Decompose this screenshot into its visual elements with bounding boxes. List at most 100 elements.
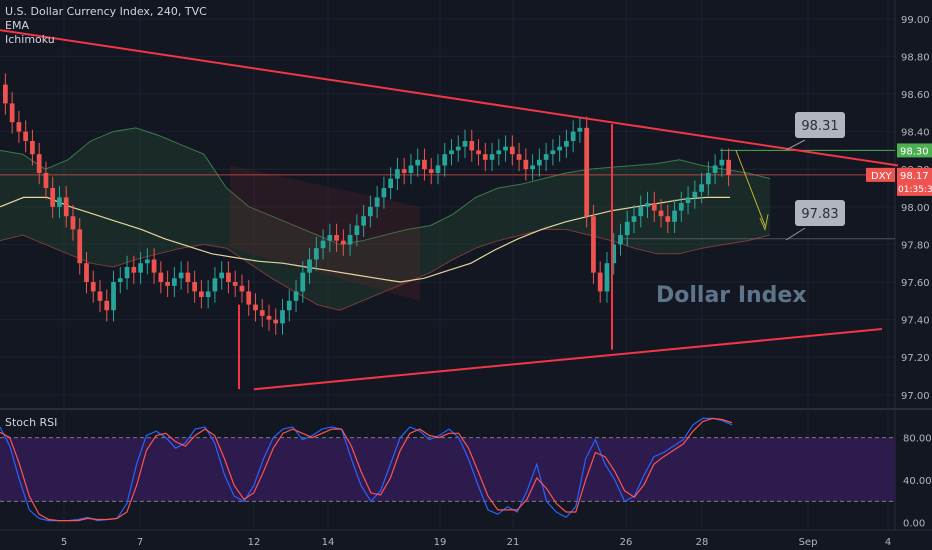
candle-body	[401, 169, 407, 173]
candle-body	[259, 310, 265, 316]
last-price-label: 98.17	[900, 171, 929, 182]
rsi-tick-label: 40.00	[903, 476, 932, 487]
candle-body	[678, 203, 684, 211]
candle-body	[368, 206, 373, 217]
stoch-rsi-label[interactable]: Stoch RSI	[5, 416, 58, 429]
candle-body	[178, 272, 184, 279]
candle-body	[293, 291, 299, 301]
ichimoku-indicator-label[interactable]: Ichimoku	[5, 33, 55, 46]
time-tick-label: 14	[322, 537, 335, 548]
candle-body	[550, 150, 556, 155]
time-tick-label: 4	[885, 537, 891, 548]
candle-body	[658, 210, 664, 217]
candle-body	[63, 197, 69, 217]
projection-arrowhead	[759, 214, 769, 232]
candle-body	[165, 282, 170, 286]
candle-body	[151, 259, 157, 273]
candle-body	[530, 165, 535, 170]
candle-body	[239, 285, 245, 292]
candle-body	[131, 266, 137, 273]
candle-body	[719, 159, 725, 166]
time-tick-label: 21	[507, 537, 520, 548]
candle-body	[253, 304, 258, 311]
candle-body	[313, 248, 319, 260]
last-price-badge	[897, 167, 932, 196]
price-callout-box	[795, 200, 845, 226]
price-callout-box	[795, 112, 845, 138]
price-tick-label: 97.40	[901, 316, 930, 327]
candle-body	[462, 141, 468, 147]
candle-body	[489, 154, 495, 160]
candle-body	[395, 169, 400, 179]
candle-body	[77, 229, 83, 264]
price-tick-label: 98.60	[901, 90, 930, 101]
time-tick-label: 12	[248, 537, 261, 548]
candle-body	[16, 122, 22, 132]
candle-body	[564, 141, 569, 147]
candle-body	[557, 146, 563, 151]
candle-body	[185, 272, 191, 283]
candle-body	[43, 172, 49, 189]
candles	[3, 73, 731, 335]
candle-body	[543, 154, 549, 160]
candle-body	[23, 131, 29, 142]
symbol-badge	[866, 167, 895, 182]
candle-body	[199, 291, 204, 298]
projection-arrow	[735, 150, 766, 226]
candle-body	[158, 272, 164, 283]
countdown-label: 01:35:34	[898, 185, 932, 195]
candle-body	[435, 165, 441, 173]
price-tick-label: 97.00	[901, 391, 930, 402]
candle-body	[672, 210, 677, 222]
candle-body	[651, 203, 657, 211]
candle-body	[124, 266, 130, 279]
candle-body	[280, 310, 285, 324]
candle-body	[503, 146, 508, 151]
callout-pointer	[785, 227, 806, 241]
stoch-k-line	[0, 417, 733, 522]
green-level-badge	[897, 143, 932, 158]
candle-body	[726, 159, 731, 175]
candle-body	[300, 272, 306, 292]
symbol-title[interactable]: U.S. Dollar Currency Index, 240, TVC	[5, 5, 207, 18]
candle-body	[509, 146, 515, 155]
candle-body	[584, 127, 590, 217]
ema-indicator-label[interactable]: EMA	[5, 19, 29, 32]
candle-body	[604, 263, 610, 292]
time-tick-label: 28	[696, 537, 709, 548]
rsi-tick-label: 0.00	[903, 519, 925, 530]
candle-body	[30, 141, 35, 155]
candle-body	[205, 291, 211, 298]
candle-body	[347, 235, 353, 245]
symbol-badge-text: DXY	[871, 171, 893, 182]
candle-body	[449, 150, 454, 155]
candle-body	[638, 206, 644, 217]
time-tick-label: 26	[620, 537, 633, 548]
candle-body	[232, 282, 238, 286]
candle-body	[192, 282, 198, 292]
price-tick-label: 98.80	[901, 52, 930, 63]
price-tick-label: 97.80	[901, 240, 930, 251]
candle-body	[570, 131, 576, 142]
candle-body	[50, 188, 56, 207]
candle-body	[388, 178, 394, 189]
candle-body	[597, 272, 603, 292]
chart-legend: U.S. Dollar Currency Index, 240, TVC EMA…	[5, 5, 207, 47]
candle-body	[327, 235, 333, 241]
candle-body	[171, 278, 177, 286]
candle-body	[455, 146, 461, 151]
candle-body	[699, 184, 704, 192]
candle-body	[469, 141, 475, 151]
time-tick-label: 5	[61, 537, 67, 548]
ema-line	[0, 196, 730, 283]
candle-body	[226, 272, 231, 283]
candle-body	[665, 216, 671, 222]
candle-body	[523, 159, 529, 170]
ichimoku-cloud	[0, 127, 771, 311]
candle-body	[3, 84, 8, 104]
candle-body	[536, 159, 542, 166]
candle-body	[340, 240, 346, 245]
candle-body	[57, 197, 62, 207]
descending-trendline	[0, 29, 899, 167]
